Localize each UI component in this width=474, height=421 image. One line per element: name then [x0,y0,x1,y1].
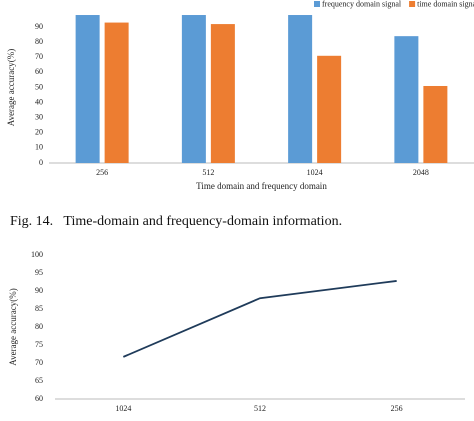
y-tick-label: 100 [31,250,43,259]
y-tick-label: 65 [35,376,43,385]
y-tick-label: 50 [35,82,43,91]
bar [423,85,448,163]
legend-swatch [314,1,320,7]
legend-swatch [409,1,416,7]
line-series [122,280,397,358]
y-tick-label: 30 [35,113,43,122]
x-tick-label: 256 [96,168,108,177]
legend-label: frequency domain signal [322,0,402,8]
bar [104,22,129,163]
y-tick-label: 90 [35,22,43,31]
y-tick-label: 40 [35,97,43,106]
y-tick-label: 20 [35,128,43,137]
bar [181,15,206,163]
y-axis-label: Average accuracy(%) [8,288,18,366]
y-tick-label: 70 [35,52,43,61]
y-tick-label: 0 [39,158,43,167]
y-tick-label: 70 [35,358,43,367]
x-tick-label: 512 [202,168,214,177]
y-tick-label: 75 [35,340,43,349]
x-axis-label: Time domain and frequency domain [196,181,327,191]
x-tick-label: 1024 [307,168,323,177]
bar [288,15,313,163]
figure-caption: Fig. 14. Time-domain and frequency-domai… [10,214,342,229]
bar [317,55,342,163]
y-tick-label: 80 [35,322,43,331]
legend-label: time domain signal [417,0,474,8]
x-tick-label: 512 [254,404,266,413]
y-axis-label: Average accuracy(%) [6,49,16,127]
y-tick-label: 80 [35,37,43,46]
bar [394,36,419,163]
x-tick-label: 1024 [115,404,131,413]
y-tick-label: 10 [35,143,43,152]
x-tick-label: 2048 [413,168,429,177]
y-tick-label: 60 [35,67,43,76]
x-tick-label: 256 [391,404,403,413]
bar [75,15,100,163]
bar [210,24,235,163]
y-tick-label: 60 [35,394,43,403]
y-tick-label: 95 [35,268,43,277]
y-tick-label: 85 [35,304,43,313]
y-tick-label: 90 [35,286,43,295]
